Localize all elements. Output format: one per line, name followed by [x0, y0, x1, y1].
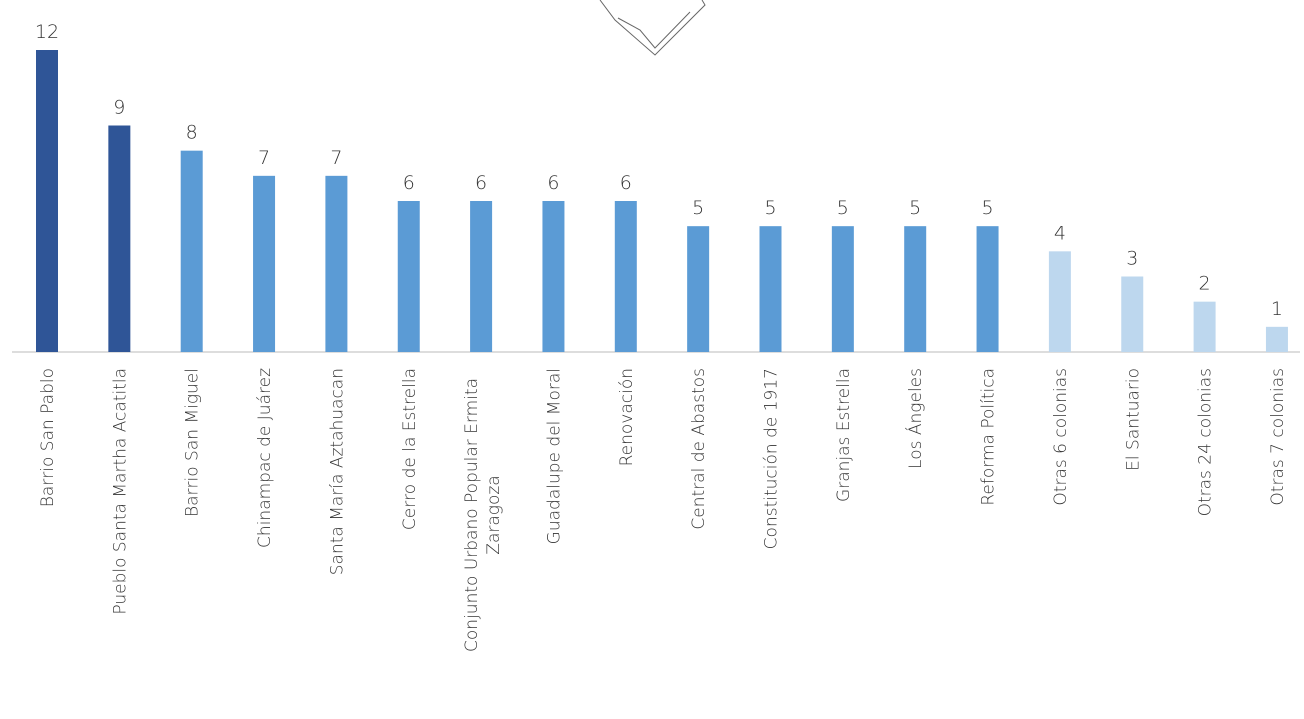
bar — [1048, 251, 1071, 352]
value-label: 6 — [403, 172, 415, 194]
category-label: Granjas Estrella — [834, 368, 854, 502]
category-label: Barrio San Pablo — [38, 368, 58, 507]
bar — [759, 226, 782, 352]
value-label: 12 — [35, 21, 59, 43]
value-label: 7 — [258, 147, 270, 169]
category-label: Los Ángeles — [904, 368, 926, 469]
bar — [904, 226, 927, 352]
value-label: 3 — [1126, 248, 1138, 270]
bar — [1121, 276, 1144, 352]
category-label: El Santuario — [1123, 368, 1143, 471]
value-label: 4 — [1054, 222, 1066, 244]
category-label: Santa María Aztahuacan — [327, 368, 347, 575]
category-label: Pueblo Santa Martha Acatitla — [110, 368, 130, 615]
bar — [542, 201, 565, 352]
bar — [614, 201, 637, 352]
category-label: Otras 6 colonias — [1051, 368, 1071, 506]
category-label: Barrio San Miguel — [183, 368, 203, 517]
category-label: Guadalupe del Moral — [544, 368, 564, 544]
category-label: Otras 24 colonias — [1196, 368, 1216, 516]
value-label: 5 — [837, 197, 849, 219]
value-label: 7 — [330, 147, 342, 169]
bar — [325, 175, 348, 352]
value-label: 6 — [620, 172, 632, 194]
value-label: 9 — [113, 97, 125, 119]
category-label: Renovación — [617, 368, 637, 466]
bar — [687, 226, 710, 352]
value-label: 5 — [982, 197, 994, 219]
bar — [470, 201, 493, 352]
category-label: Central de Abastos — [689, 368, 709, 530]
category-label: Conjunto Urbano Popular Ermita Zaragoza — [462, 378, 504, 652]
bar — [1193, 301, 1216, 352]
value-label: 6 — [475, 172, 487, 194]
decorative-icon — [599, 0, 706, 56]
category-label: Chinampac de Juárez — [255, 368, 275, 548]
bar — [1265, 326, 1288, 352]
bar — [180, 150, 203, 352]
value-label: 1 — [1271, 298, 1283, 320]
value-label: 2 — [1199, 273, 1211, 295]
category-label: Cerro de la Estrella — [400, 368, 420, 530]
category-label: Reforma Política — [979, 368, 999, 506]
value-label: 5 — [764, 197, 776, 219]
value-label: 8 — [186, 122, 198, 144]
category-label: Constitución de 1917 — [762, 368, 782, 549]
bar — [831, 226, 854, 352]
bar — [108, 125, 131, 352]
category-label: Otras 7 colonias — [1268, 368, 1288, 506]
bar — [36, 50, 58, 352]
value-label: 5 — [692, 197, 704, 219]
bar — [397, 201, 420, 352]
value-label: 5 — [909, 197, 921, 219]
bar — [976, 226, 999, 352]
value-label: 6 — [547, 172, 559, 194]
bar — [253, 175, 276, 352]
